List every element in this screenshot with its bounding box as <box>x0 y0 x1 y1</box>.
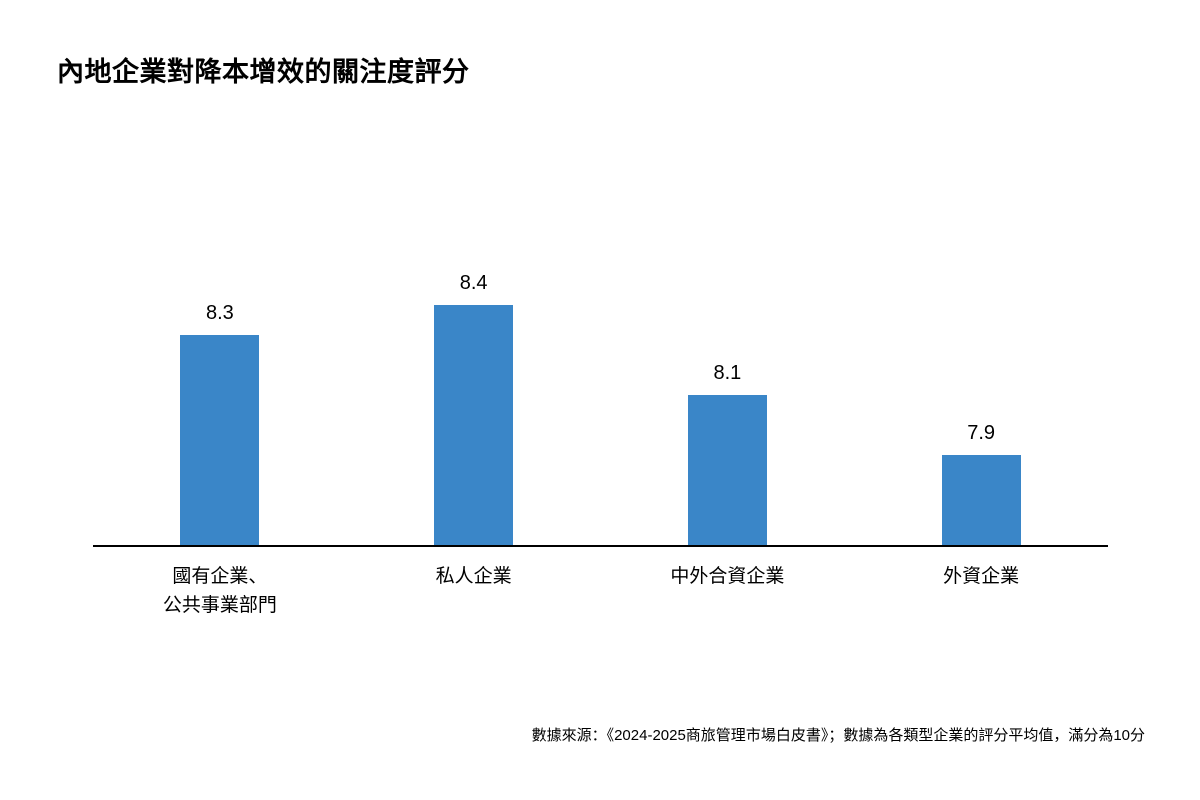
category-label: 外資企業 <box>943 566 1020 587</box>
bar <box>434 305 514 545</box>
source-note: 數據來源：《2024-2025商旅管理市場白皮書》；數據為各類型企業的評分平均值… <box>531 727 1145 744</box>
bar <box>180 335 260 545</box>
page-title: 內地企業對降本增效的關注度評分 <box>57 57 470 87</box>
bar <box>941 455 1021 545</box>
value-label: 8.4 <box>459 272 488 294</box>
bar <box>687 395 767 545</box>
value-label: 7.9 <box>967 422 996 444</box>
bar-group: 8.1 <box>601 247 855 545</box>
value-label: 8.1 <box>713 362 742 384</box>
x-axis-labels: 國有企業、 公共事業部門 私人企業 中外合資企業 外資企業 <box>93 549 1108 621</box>
value-label: 8.3 <box>205 302 234 324</box>
bar-group: 7.9 <box>854 247 1108 545</box>
category-label: 國有企業、 公共事業部門 <box>162 566 277 617</box>
bar-group: 8.3 <box>93 247 347 545</box>
bar-group: 8.4 <box>347 247 601 545</box>
category-label: 中外合資企業 <box>670 566 785 587</box>
bar-chart: 8.3 8.4 8.1 7.9 <box>93 247 1108 547</box>
category-label: 私人企業 <box>435 566 512 587</box>
